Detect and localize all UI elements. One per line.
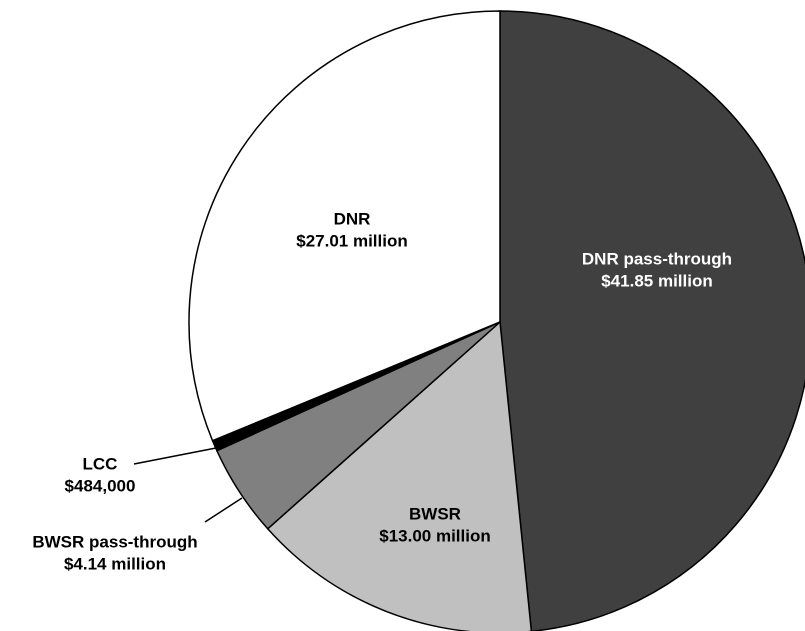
slice-label: BWSR — [409, 504, 461, 523]
slice-value-label: $27.01 million — [296, 231, 408, 250]
leader-line — [204, 497, 243, 523]
pie-slice — [188, 10, 501, 442]
slice-label: DNR pass-through — [582, 249, 732, 268]
leader-line — [133, 447, 217, 465]
slice-value-label: $484,000 — [65, 476, 136, 495]
slice-label: DNR — [334, 209, 371, 228]
slice-label: LCC — [83, 454, 118, 473]
slice-value-label: $4.14 million — [64, 554, 166, 573]
slice-label: BWSR pass-through — [32, 532, 197, 551]
slice-value-label: $13.00 million — [379, 526, 491, 545]
slice-value-label: $41.85 million — [601, 271, 713, 290]
pie-slice — [499, 10, 805, 631]
pie-slice — [266, 320, 533, 631]
